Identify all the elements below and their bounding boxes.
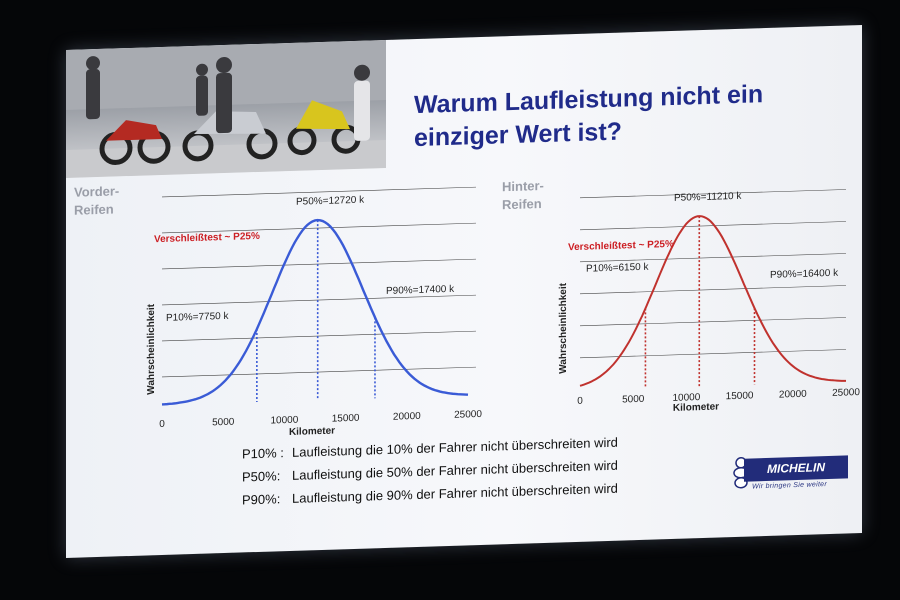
distribution-curve <box>161 218 469 406</box>
percentile-label: P50%=12720 k <box>296 195 365 208</box>
x-axis-title: Kilometer <box>289 426 335 438</box>
grid-line <box>580 189 846 199</box>
x-tick-label: 0 <box>577 396 583 407</box>
grid-line <box>162 258 476 270</box>
grid-line <box>580 221 846 231</box>
front-tyre-chart: P10%=7750 k P50%=12720 k P90%=17400 k 0 5000… <box>146 186 482 438</box>
grid-line <box>162 222 476 234</box>
x-tick-label: 10000 <box>270 415 298 427</box>
grid-line <box>162 294 476 306</box>
x-tick-label: 15000 <box>726 390 754 402</box>
y-axis-title: Wahrscheinlichkeit <box>558 282 569 374</box>
grid-line <box>162 186 476 198</box>
x-tick-label: 25000 <box>832 387 860 399</box>
x-tick-label: 10000 <box>672 392 700 404</box>
slide-title: Warum Laufleistung nicht ein einziger We… <box>414 80 764 153</box>
x-tick-label: 20000 <box>393 411 421 423</box>
x-tick-label: 0 <box>159 419 165 430</box>
grid-line <box>580 253 846 263</box>
x-tick-label: 5000 <box>212 417 235 429</box>
motorcycle-riders-photo <box>66 39 386 178</box>
wear-test-annotation: Verschleißtest ~ P25% <box>154 231 260 245</box>
percentile-label: P10%=6150 k <box>586 262 650 275</box>
x-axis-title: Kilometer <box>673 401 719 413</box>
grid-line <box>580 285 846 295</box>
grid-line <box>580 317 846 327</box>
brand-slogan: Wir bringen Sie weiter <box>752 481 828 491</box>
grid-line <box>580 349 846 359</box>
brand-name: MICHELIN <box>744 455 848 482</box>
percentile-label: P90%=16400 k <box>770 268 839 281</box>
percentile-label: P10%=7750 k <box>166 311 230 324</box>
x-tick-label: 25000 <box>454 409 482 421</box>
distribution-curve <box>579 215 847 387</box>
definition-key: P90%: <box>242 491 281 508</box>
wear-test-annotation: Verschleißtest ~ P25% <box>568 239 674 253</box>
definition-key: P10% : <box>242 445 284 462</box>
percentile-label: P50%=11210 k <box>674 191 742 204</box>
grid-line <box>162 366 476 378</box>
percentile-definitions: P10% : Laufleistung die 10% der Fahrer n… <box>242 431 618 512</box>
michelin-logo: MICHELIN Wir bringen Sie weiter <box>730 453 848 497</box>
definition-key: P50%: <box>242 468 281 485</box>
x-tick-label: 20000 <box>779 389 807 401</box>
rear-tyre-chart: P10%=6150 k P50%=11210 k P90%=16400 k 0 5000… <box>558 189 860 414</box>
projection-screen: Warum Laufleistung nicht ein einziger We… <box>66 24 862 559</box>
x-tick-label: 15000 <box>332 413 360 425</box>
percentile-label: P90%=17400 k <box>386 284 455 297</box>
y-axis-title: Wahrscheinlichkeit <box>146 303 157 395</box>
grid-line <box>162 330 476 342</box>
x-tick-label: 5000 <box>622 394 645 406</box>
